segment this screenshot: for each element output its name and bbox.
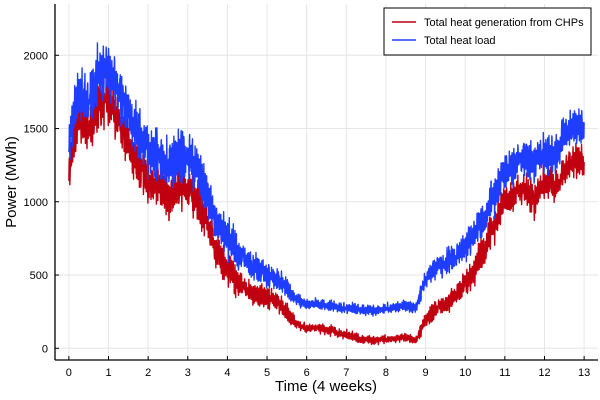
x-tick-label: 1: [105, 367, 111, 379]
x-axis-label: Time (4 weeks): [275, 378, 377, 395]
x-tick-label: 5: [264, 367, 270, 379]
y-tick-label: 1000: [24, 197, 48, 209]
x-tick-label: 12: [538, 367, 550, 379]
legend: Total heat generation from CHPs Total he…: [383, 7, 592, 56]
legend-label-heat-load: Total heat load: [424, 35, 496, 47]
x-tick-label: 7: [343, 367, 349, 379]
x-tick-label: 11: [499, 367, 510, 379]
legend-label-chp: Total heat generation from CHPs: [424, 17, 584, 29]
y-tick-label: 500: [30, 270, 48, 282]
y-tick-label: 0: [42, 343, 48, 355]
x-tick-label: 2: [145, 367, 151, 379]
series-layer: [68, 42, 585, 346]
x-tick-label: 6: [304, 367, 310, 379]
y-tick-label: 2000: [24, 50, 48, 62]
axes: [54, 4, 598, 361]
x-tick-label: 8: [383, 367, 389, 379]
legend-box: [383, 7, 592, 56]
series-line-heat-load: [68, 42, 585, 317]
y-axis-label: Power (MWh): [3, 136, 20, 228]
y-tick-label: 1500: [24, 124, 48, 136]
x-tick-label: 3: [185, 367, 191, 379]
x-tick-label: 13: [578, 367, 590, 379]
x-tick-label: 9: [423, 367, 429, 379]
x-tick-label: 4: [224, 367, 230, 379]
x-tick-label: 0: [66, 367, 72, 379]
x-tick-label: 10: [459, 367, 471, 379]
